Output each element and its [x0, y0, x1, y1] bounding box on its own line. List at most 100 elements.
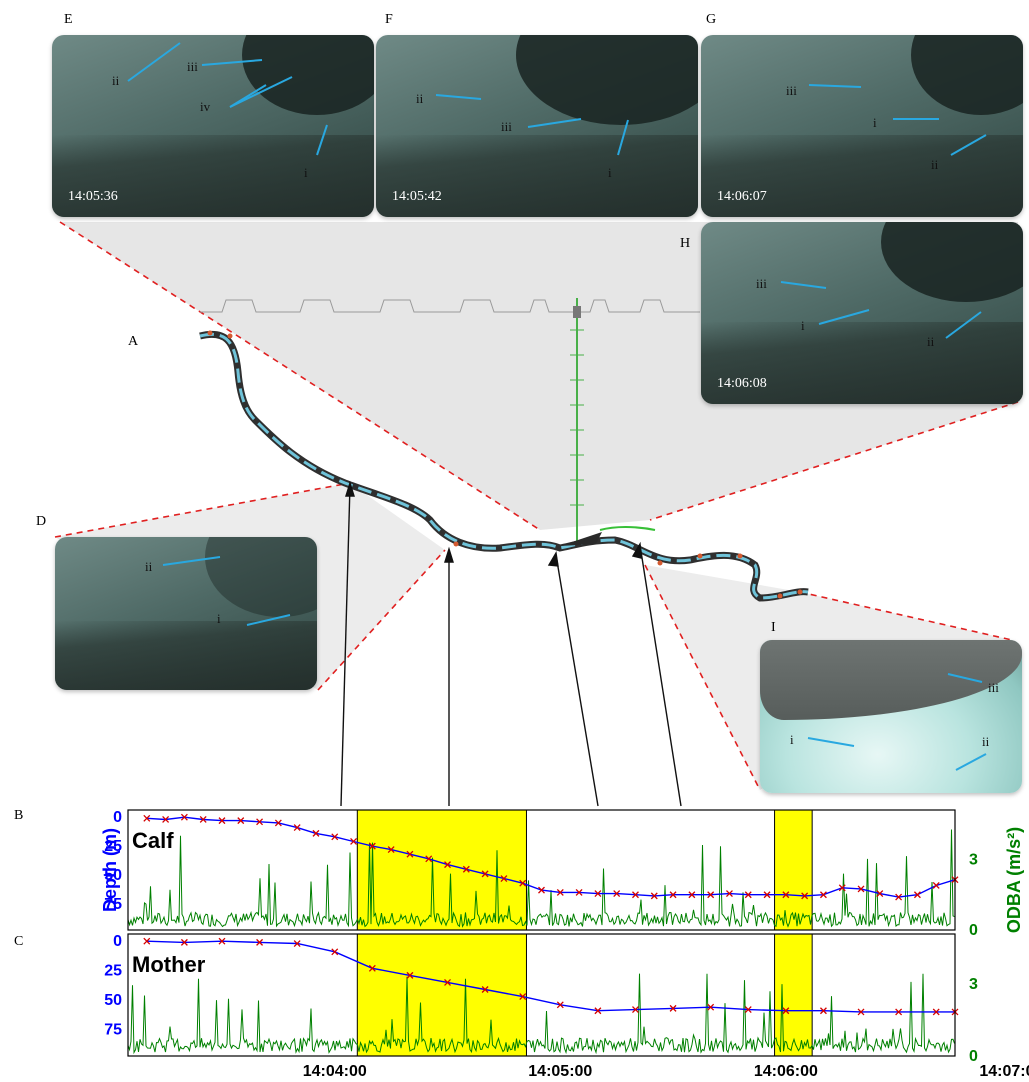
odba-axis-label: ODBA (m/s²) [1004, 827, 1024, 933]
depth-marker [556, 1001, 564, 1009]
depth-marker [913, 891, 921, 899]
depth-marker [782, 891, 790, 899]
chart-mother: 0 25 50 75 0 3 Mother [104, 933, 978, 1065]
depth-marker [312, 829, 320, 837]
depth-marker [331, 948, 339, 956]
photo-panel-d: ii i [55, 537, 317, 690]
water-surface-line [200, 299, 700, 313]
panel-label-f: F [385, 12, 393, 27]
depth-marker [857, 885, 865, 893]
depth-marker [744, 1006, 752, 1014]
depth-tick-label: 50 [104, 867, 122, 884]
subject-label: Calf [132, 828, 174, 853]
depth-marker [368, 842, 376, 850]
depth-marker [444, 978, 451, 986]
depth-marker [143, 814, 151, 822]
highlight-interval [356, 933, 527, 1057]
track-markers [207, 330, 803, 599]
zoom-connectors [54, 221, 1019, 791]
arrow-label-i: i [217, 611, 221, 626]
panel-label-h: H [680, 236, 691, 251]
arrow-label-i: i [790, 732, 794, 747]
time-tick-label: 14:07:00 [979, 1063, 1029, 1080]
depth-marker [481, 870, 489, 878]
timestamp-h: 14:06:08 [717, 376, 767, 391]
depth-marker [594, 1007, 602, 1015]
panel-label-e: E [64, 12, 73, 27]
arrow-label-i: i [873, 115, 877, 130]
dive-track [199, 332, 809, 600]
depth-tick-label: 25 [104, 838, 122, 855]
depth-marker [256, 938, 264, 946]
depth-axis-label: Depth (m) [100, 828, 120, 912]
time-tick-label: 14:04:00 [303, 1063, 367, 1080]
depth-marker [444, 861, 451, 869]
arrow-label-iii: iii [187, 59, 198, 74]
arrow-label-i: i [608, 165, 612, 180]
arrow-label-iii: iii [786, 83, 797, 98]
arrow-label-ii: ii [931, 157, 939, 172]
depth-marker [406, 850, 414, 858]
photo-panel-e: ii iii iv i 14:05:36 [52, 35, 374, 217]
depth-tick-label: 25 [104, 962, 122, 979]
timestamp-e: 14:05:36 [68, 189, 118, 204]
arrow-label-ii: ii [112, 73, 120, 88]
timestamp-g: 14:06:07 [717, 189, 767, 204]
depth-marker [199, 816, 207, 823]
depth-marker [218, 817, 226, 825]
depth-marker [782, 1007, 790, 1015]
panel-label-i: I [771, 620, 776, 635]
depth-marker [932, 882, 940, 889]
photo-panel-i: iii i ii [760, 640, 1022, 793]
depth-marker [725, 890, 733, 898]
depth-marker [632, 891, 639, 899]
depth-line [146, 816, 956, 898]
depth-marker [895, 1008, 903, 1016]
plot-frame [127, 809, 956, 931]
depth-marker [932, 1008, 940, 1016]
depth-marker [895, 893, 903, 901]
depth-marker [481, 986, 489, 993]
annotation-arrows [162, 556, 291, 626]
depth-marker [237, 817, 245, 825]
arrow-label-ii: ii [982, 734, 990, 749]
highlight-interval [356, 809, 527, 931]
depth-marker [819, 1007, 827, 1015]
rope-ticks [570, 329, 584, 506]
arrow-label-iii: iii [988, 680, 999, 695]
depth-marker [857, 1008, 865, 1016]
annotation-arrows [808, 84, 987, 156]
odba-trace [127, 973, 955, 1055]
depth-tick-label: 0 [113, 933, 122, 950]
panel-label-a: A [128, 334, 139, 349]
depth-marker [425, 855, 433, 863]
arrow-label-ii: ii [416, 91, 424, 106]
depth-marker [406, 971, 414, 979]
photo-panel-h: iii i ii 14:06:08 [701, 222, 1023, 404]
depth-tick-label: 0 [113, 809, 122, 826]
depth-marker [632, 1006, 639, 1014]
photo-panel-f: ii iii i 14:05:42 [376, 35, 698, 217]
depth-marker [368, 964, 376, 972]
highlight-interval [774, 933, 813, 1057]
panel-label-d: D [36, 514, 47, 529]
annotation-arrows [807, 673, 987, 771]
depth-marker [256, 818, 264, 826]
odba-tick-label: 3 [969, 851, 978, 868]
depth-marker [688, 891, 696, 899]
depth-marker [180, 813, 188, 821]
chart-calf: 0 25 50 75 0 3 Calf [104, 809, 978, 939]
arrow-label-iii: iii [756, 276, 767, 291]
depth-marker [575, 888, 583, 896]
panel-label-b: B [14, 808, 24, 823]
depth-marker [519, 879, 527, 887]
plot-frame [127, 933, 956, 1057]
time-axis: 14:04:00 14:05:00 14:06:00 14:07:00 [303, 1063, 1029, 1080]
depth-marker [293, 940, 301, 947]
odba-tick-label: 0 [969, 1048, 978, 1065]
depth-marker [669, 1004, 677, 1012]
arrow-label-i: i [801, 318, 805, 333]
panel-label-c: C [14, 934, 24, 949]
timestamp-f: 14:05:42 [392, 189, 442, 204]
arrow-label-ii: ii [145, 559, 153, 574]
